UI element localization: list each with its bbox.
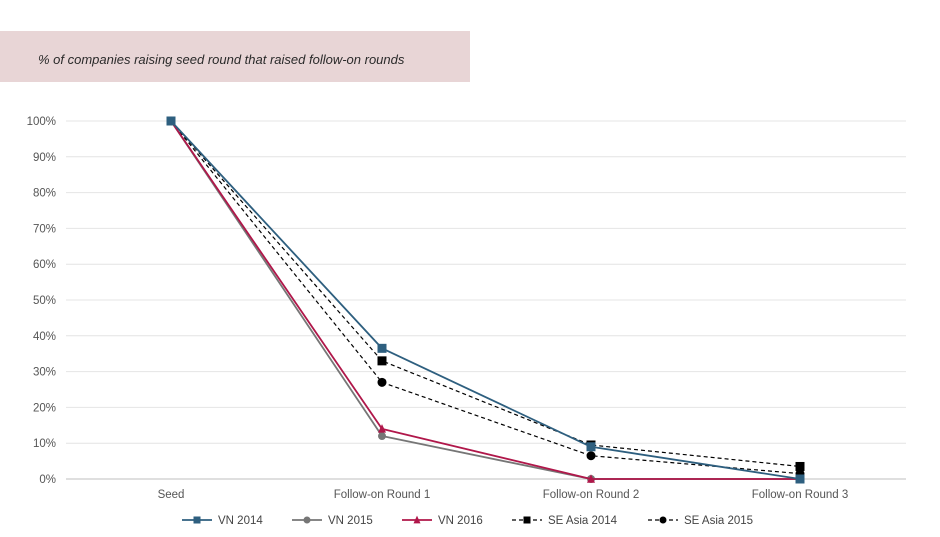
- x-tick-label: Follow-on Round 3: [752, 489, 849, 501]
- y-tick-label: 30%: [33, 367, 56, 379]
- series-line: [170, 120, 801, 475]
- legend-item: VN 2014: [182, 515, 263, 527]
- legend-item: VN 2016: [402, 515, 483, 527]
- legend-item: SE Asia 2015: [648, 515, 753, 527]
- legend-label: SE Asia 2015: [684, 515, 753, 527]
- y-tick-label: 60%: [33, 259, 56, 271]
- data-point: [378, 424, 386, 433]
- legend-marker: [523, 516, 531, 524]
- legend-item: VN 2015: [292, 515, 373, 527]
- legend-label: VN 2016: [438, 515, 483, 527]
- x-tick-label: Follow-on Round 1: [334, 489, 431, 501]
- data-point: [377, 343, 387, 353]
- data-point: [795, 461, 805, 471]
- legend-marker: [303, 516, 311, 524]
- series-line: [170, 120, 801, 480]
- y-tick-label: 50%: [33, 295, 56, 307]
- legend-marker: [659, 516, 667, 524]
- y-tick-label: 100%: [27, 116, 56, 128]
- y-tick-label: 90%: [33, 152, 56, 164]
- y-tick-label: 70%: [33, 223, 56, 235]
- legend-marker: [193, 516, 201, 524]
- data-point: [377, 356, 387, 366]
- y-tick-label: 0%: [39, 474, 56, 486]
- grid: [66, 120, 906, 480]
- data-point: [378, 432, 386, 441]
- data-point: [166, 116, 176, 126]
- y-tick-label: 10%: [33, 438, 56, 450]
- data-point: [586, 451, 596, 461]
- series-vn-2014: [166, 116, 805, 484]
- series-group: [166, 116, 805, 484]
- x-tick-label: Follow-on Round 2: [543, 489, 640, 501]
- title-box: [0, 31, 470, 82]
- series-se-asia-2015: [166, 116, 805, 479]
- data-point: [377, 377, 387, 387]
- chart-title: % of companies raising seed round that r…: [38, 52, 405, 67]
- series-line: [170, 120, 801, 468]
- y-tick-label: 80%: [33, 188, 56, 200]
- x-tick-label: Seed: [158, 489, 185, 501]
- legend-label: SE Asia 2014: [548, 515, 618, 527]
- legend-label: VN 2015: [328, 515, 373, 527]
- y-axis: 0% 10% 20% 30% 40% 50% 60% 70% 80% 90% 100%: [27, 116, 56, 486]
- y-tick-label: 40%: [33, 331, 56, 343]
- y-tick-label: 20%: [33, 402, 56, 414]
- data-point: [795, 474, 805, 484]
- legend-label: VN 2014: [218, 515, 263, 527]
- legend-item: SE Asia 2014: [512, 515, 618, 527]
- x-axis: Seed Follow-on Round 1 Follow-on Round 2 Fo…: [158, 489, 849, 501]
- data-point: [587, 474, 595, 483]
- legend: VN 2014 VN 2015 VN 2016 SE Asia 2014 SE Asia…: [182, 515, 753, 527]
- series-se-asia-2014: [166, 116, 805, 471]
- series-line: [170, 120, 800, 480]
- legend-marker: [413, 515, 421, 524]
- data-point: [586, 442, 596, 452]
